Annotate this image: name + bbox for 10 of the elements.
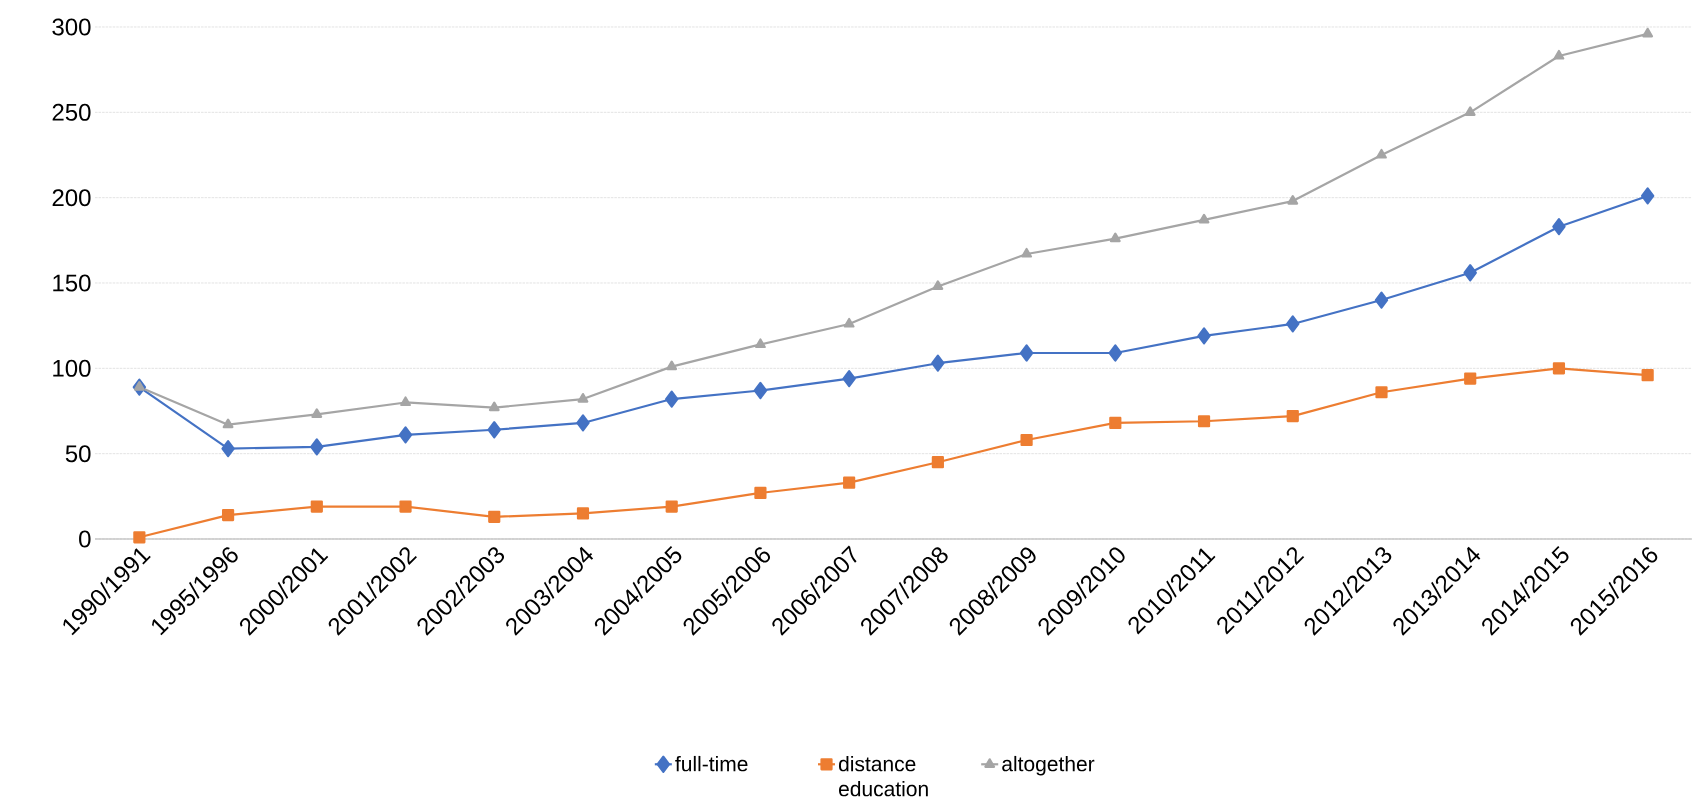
- legend-label: full-time: [675, 755, 748, 772]
- legend-label: altogether: [1002, 755, 1095, 776]
- y-tick-label: 250: [52, 103, 91, 121]
- y-tick-label: 200: [52, 189, 91, 207]
- y-tick-label: 300: [52, 18, 91, 36]
- legend-label: distance education: [838, 755, 928, 797]
- y-tick-label: 0: [79, 530, 91, 548]
- y-tick-label: 100: [53, 359, 91, 377]
- y-tick-label: 50: [65, 445, 91, 463]
- y-tick-label: 150: [53, 274, 91, 292]
